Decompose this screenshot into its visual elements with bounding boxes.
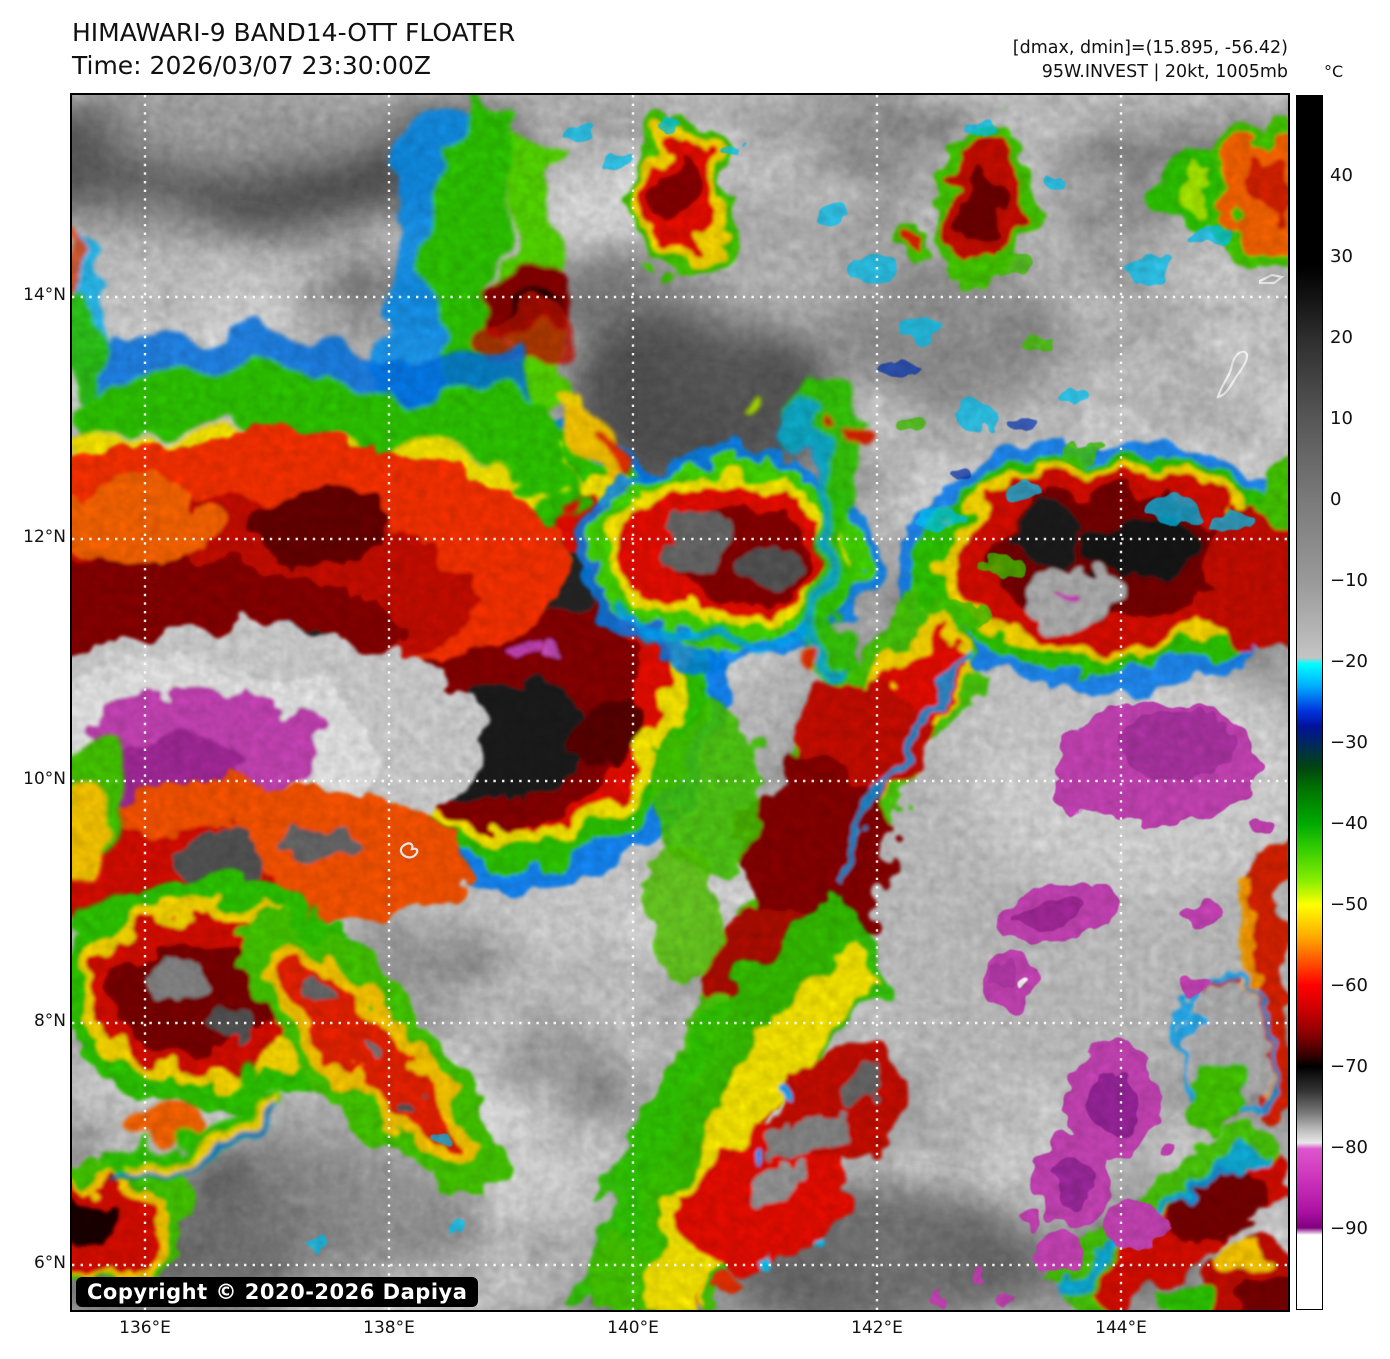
page-title: HIMAWARI-9 BAND14-OTT FLOATER — [72, 18, 516, 47]
storm-info-label: 95W.INVEST | 20kt, 1005mb — [1041, 62, 1288, 82]
colorbar-tick-label: −40 — [1330, 813, 1368, 834]
colorbar-tick-label: 40 — [1330, 165, 1353, 186]
colorbar-tick-label: −10 — [1330, 570, 1368, 591]
latitude-label: 8°N — [33, 1011, 66, 1031]
colorbar-tick-label: −80 — [1330, 1137, 1368, 1158]
colorbar-unit-label: °C — [1324, 62, 1344, 81]
longitude-label: 142°E — [851, 1318, 903, 1338]
colorbar-tick-label: −30 — [1330, 732, 1368, 753]
latitude-label: 12°N — [23, 527, 66, 547]
colorbar-tick-label: 0 — [1330, 489, 1342, 510]
colorbar-tick-label: −60 — [1330, 975, 1368, 996]
colorbar-tick-label: −50 — [1330, 894, 1368, 915]
longitude-label: 144°E — [1095, 1318, 1147, 1338]
longitude-label: 140°E — [607, 1318, 659, 1338]
map-panel: Copyright © 2020-2026 Dapiya — [70, 93, 1290, 1312]
latitude-label: 6°N — [33, 1253, 66, 1273]
latitude-label: 10°N — [23, 769, 66, 789]
title-block: HIMAWARI-9 BAND14-OTT FLOATER Time: 2026… — [72, 16, 515, 82]
annotation-block: [dmax, dmin]=(15.895, -56.42) 95W.INVEST… — [1013, 36, 1288, 84]
time-label: Time: 2026/03/07 23:30:00Z — [72, 51, 431, 80]
longitude-label: 136°E — [119, 1318, 171, 1338]
colorbar-tick-label: −70 — [1330, 1056, 1368, 1077]
colorbar — [1296, 95, 1323, 1310]
colorbar-tick-label: 20 — [1330, 327, 1353, 348]
longitude-label: 138°E — [363, 1318, 415, 1338]
satellite-image — [72, 95, 1288, 1310]
copyright-badge: Copyright © 2020-2026 Dapiya — [76, 1277, 479, 1307]
colorbar-tick-label: −90 — [1330, 1218, 1368, 1239]
colorbar-tick-label: 30 — [1330, 246, 1353, 267]
colorbar-tick-label: 10 — [1330, 408, 1353, 429]
colorbar-tick-label: −20 — [1330, 651, 1368, 672]
latitude-label: 14°N — [23, 285, 66, 305]
dmax-dmin-label: [dmax, dmin]=(15.895, -56.42) — [1012, 38, 1288, 58]
